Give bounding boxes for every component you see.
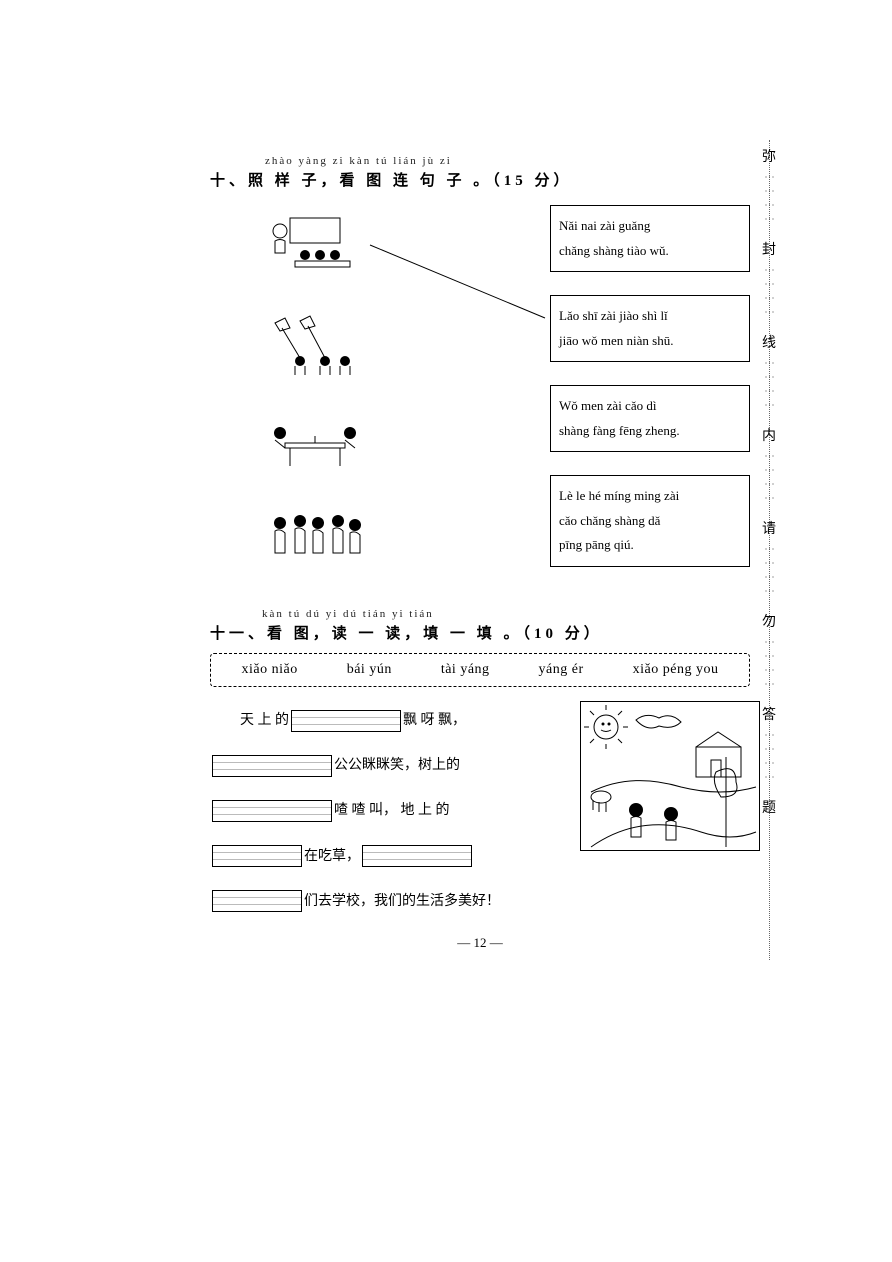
blank-field[interactable] — [362, 845, 472, 867]
margin-dots: ⋮⋮⋮⋮ — [764, 637, 775, 693]
pingpong-image — [250, 405, 380, 475]
blank-field[interactable] — [212, 890, 302, 912]
kite-image — [250, 310, 380, 380]
fill-lines: 天 上 的 飘 呀 飘， 公公眯眯笑，树上的 喳 喳 叫， 地 上 的 在吃草， — [210, 701, 510, 927]
margin-char: 弥 — [754, 146, 784, 166]
sentence-line: pīng pāng qiú. — [559, 533, 741, 558]
bank-word: xiǎo niǎo — [242, 662, 298, 678]
word-bank: xiǎo niǎo bái yún tài yáng yáng ér xiǎo … — [210, 653, 750, 687]
blank-field[interactable] — [212, 845, 302, 867]
section10-pinyin: zhào yàng zi kàn tú lián jù zi — [265, 155, 750, 167]
margin-dots: ⋮⋮⋮⋮ — [764, 358, 775, 414]
margin-char: 内 — [754, 425, 784, 445]
section11: kàn tú dú yi dú tián yi tián 十一、看 图，读 一 … — [210, 608, 750, 911]
margin-char: 线 — [754, 332, 784, 352]
section10-title: 十、照 样 子，看 图 连 句 子 。（15 分） — [210, 169, 750, 190]
bank-word: xiǎo péng you — [633, 662, 719, 678]
margin-dots: ⋮⋮⋮⋮ — [764, 172, 775, 228]
sentence-line: Nǎi nai zài guǎng — [559, 214, 741, 239]
fill-text: 飘 呀 飘， — [403, 701, 466, 740]
sentence-line: jiāo wǒ men niàn shū. — [559, 329, 741, 354]
sentence-line: shàng fàng fēng zheng. — [559, 419, 741, 444]
sentence-line: Lǎo shī zài jiào shì lǐ — [559, 304, 741, 329]
blank-field[interactable] — [212, 755, 332, 777]
section10-body: Nǎi nai zài guǎng chǎng shàng tiào wǔ. L… — [210, 200, 750, 590]
blank-field[interactable] — [212, 800, 332, 822]
sentence-line: chǎng shàng tiào wǔ. — [559, 239, 741, 264]
sentence-box: Wǒ men zài cǎo dì shàng fàng fēng zheng. — [550, 385, 750, 452]
classroom-image — [250, 210, 380, 280]
margin-char: 勿 — [754, 611, 784, 631]
sentence-box: Lǎo shī zài jiào shì lǐ jiāo wǒ men niàn… — [550, 295, 750, 362]
sentence-box: Lè le hé míng ming zài cǎo chǎng shàng d… — [550, 475, 750, 567]
bank-word: bái yún — [347, 662, 392, 678]
sentence-line: Wǒ men zài cǎo dì — [559, 394, 741, 419]
page-number: — 12 — — [210, 935, 750, 951]
fill-text: 喳 喳 叫， 地 上 的 — [334, 791, 450, 830]
margin-char: 请 — [754, 518, 784, 538]
page-content: zhào yàng zi kàn tú lián jù zi 十、照 样 子，看… — [210, 155, 750, 911]
margin-dots: ⋮⋮⋮⋮ — [764, 544, 775, 600]
section11-pinyin: kàn tú dú yi dú tián yi tián — [262, 608, 750, 620]
blank-field[interactable] — [291, 710, 401, 732]
fill-text: 在吃草， — [304, 837, 360, 876]
fill-text: 们去学校，我们的生活多美好！ — [304, 882, 500, 921]
fill-text: 公公眯眯笑，树上的 — [334, 746, 460, 785]
scene-illustration — [580, 701, 760, 851]
margin-dots: ⋮⋮⋮⋮ — [764, 730, 775, 786]
fill-text: 天 上 的 — [240, 701, 289, 740]
margin-char: 封 — [754, 239, 784, 259]
section11-title: 十一、看 图，读 一 读，填 一 填 。（10 分） — [210, 622, 750, 643]
margin-dots: ⋮⋮⋮⋮ — [764, 451, 775, 507]
sentence-box: Nǎi nai zài guǎng chǎng shàng tiào wǔ. — [550, 205, 750, 272]
margin-dots: ⋮⋮⋮⋮ — [764, 265, 775, 321]
bank-word: tài yáng — [441, 662, 490, 678]
dancing-image — [250, 500, 380, 570]
fill-area: 天 上 的 飘 呀 飘， 公公眯眯笑，树上的 喳 喳 叫， 地 上 的 在吃草， — [210, 701, 750, 911]
sentence-line: Lè le hé míng ming zài — [559, 484, 741, 509]
bank-word: yáng ér — [539, 662, 584, 678]
sentence-line: cǎo chǎng shàng dǎ — [559, 509, 741, 534]
